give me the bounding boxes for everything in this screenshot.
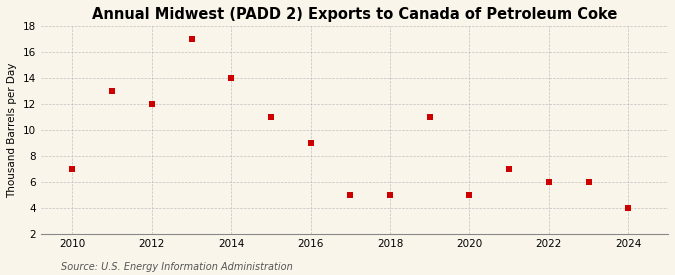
- Point: [107, 89, 117, 93]
- Point: [425, 115, 435, 119]
- Point: [265, 115, 276, 119]
- Point: [583, 180, 594, 184]
- Point: [623, 206, 634, 210]
- Point: [543, 180, 554, 184]
- Y-axis label: Thousand Barrels per Day: Thousand Barrels per Day: [7, 62, 17, 198]
- Point: [504, 167, 514, 171]
- Text: Source: U.S. Energy Information Administration: Source: U.S. Energy Information Administ…: [61, 262, 292, 272]
- Point: [226, 76, 237, 80]
- Point: [345, 193, 356, 197]
- Point: [385, 193, 396, 197]
- Point: [464, 193, 475, 197]
- Point: [186, 37, 197, 41]
- Point: [146, 102, 157, 106]
- Point: [305, 141, 316, 145]
- Point: [67, 167, 78, 171]
- Title: Annual Midwest (PADD 2) Exports to Canada of Petroleum Coke: Annual Midwest (PADD 2) Exports to Canad…: [92, 7, 617, 22]
